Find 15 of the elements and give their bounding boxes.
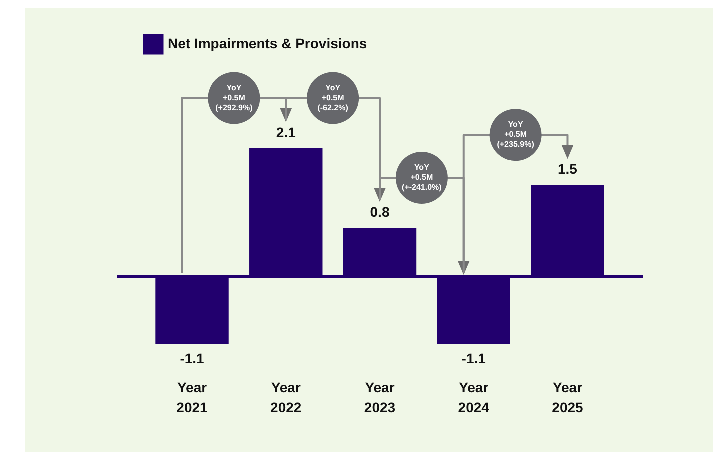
text: YoY +0.5M (-62.2%) [318, 83, 349, 112]
data-label: 2.1 [276, 124, 296, 140]
x-tick-label: Year 2025 [552, 380, 584, 416]
legend-label: Net Impairments & Provisions [168, 36, 368, 52]
annotation: YoY +0.5M (+-241.0%) [402, 163, 442, 192]
data-label: 1.5 [558, 161, 578, 178]
x-tick-label: Year 2021 [176, 380, 208, 416]
x-tick-label: Year 2023 [364, 380, 396, 416]
text: YoY +0.5M (+292.9%) [216, 83, 254, 112]
x-tick-label: Year 2024 [458, 380, 490, 416]
data-label: 0.8 [370, 204, 390, 220]
x-tick-label: Year 2022 [270, 380, 302, 416]
annotation: YoY +0.5M (+235.9%) [497, 120, 535, 150]
data-label: -1.1 [180, 350, 205, 366]
data-label: -1.1 [462, 350, 486, 366]
